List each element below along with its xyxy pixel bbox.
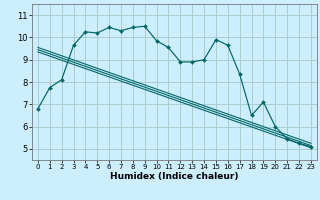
X-axis label: Humidex (Indice chaleur): Humidex (Indice chaleur) <box>110 172 239 181</box>
